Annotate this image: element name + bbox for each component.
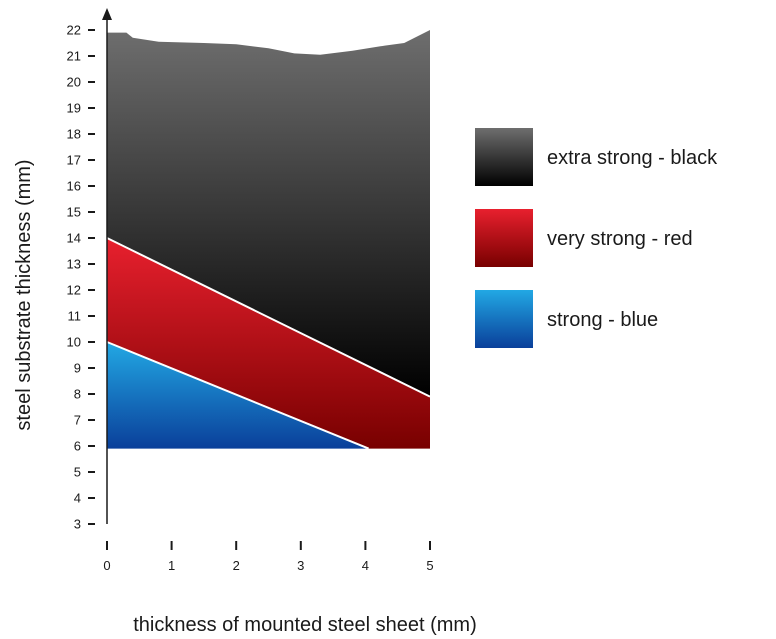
legend-label: strong - blue <box>547 309 658 331</box>
x-tick-label: 3 <box>297 558 304 573</box>
y-tick-label: 13 <box>67 257 81 272</box>
y-tick-label: 11 <box>68 309 82 324</box>
band-boundary-line <box>106 341 370 450</box>
legend-swatch <box>475 290 533 348</box>
x-tick-label: 1 <box>168 558 175 573</box>
y-tick-label: 6 <box>74 439 81 454</box>
legend-swatch <box>475 128 533 186</box>
y-tick-label: 14 <box>67 231 81 246</box>
y-tick-label: 12 <box>67 283 81 298</box>
legend-swatch <box>475 209 533 267</box>
y-tick-label: 22 <box>67 23 81 38</box>
y-tick-label: 5 <box>74 465 81 480</box>
band-boundary-line <box>106 237 431 398</box>
y-tick-label: 15 <box>67 205 81 220</box>
x-tick-label: 2 <box>233 558 240 573</box>
y-tick-label: 9 <box>74 361 81 376</box>
x-tick-label: 5 <box>426 558 433 573</box>
legend-label: very strong - red <box>547 228 693 250</box>
plot-areas <box>107 30 430 449</box>
y-tick-label: 8 <box>74 387 81 402</box>
y-tick-label: 18 <box>67 127 81 142</box>
y-tick-label: 21 <box>67 49 81 64</box>
x-tick-label: 4 <box>362 558 369 573</box>
x-tick-label: 0 <box>103 558 110 573</box>
area-black <box>107 30 430 397</box>
y-tick-label: 20 <box>67 75 81 90</box>
y-axis-title: steel substrate thickness (mm) <box>13 159 35 430</box>
y-axis-arrow <box>102 8 112 20</box>
legend: extra strong - black very strong - red str… <box>475 128 718 348</box>
y-tick-label: 17 <box>67 153 81 168</box>
y-tick-label: 10 <box>67 335 81 350</box>
y-tick-label: 3 <box>74 517 81 532</box>
y-tick-label: 4 <box>74 491 81 506</box>
y-tick-label: 19 <box>67 101 81 116</box>
x-axis-title: thickness of mounted steel sheet (mm) <box>133 614 476 636</box>
y-tick-label: 16 <box>67 179 81 194</box>
y-tick-label: 7 <box>74 413 81 428</box>
y-axis-ticks: 3 4 5 6 7 8 9 10 11 12 13 14 15 16 17 18 19 20 21 22 <box>67 23 95 532</box>
area-red <box>107 238 430 449</box>
x-axis-ticks: 0 1 2 3 4 5 <box>103 541 434 573</box>
band-separators <box>106 237 431 450</box>
legend-label: extra strong - black <box>547 147 718 169</box>
